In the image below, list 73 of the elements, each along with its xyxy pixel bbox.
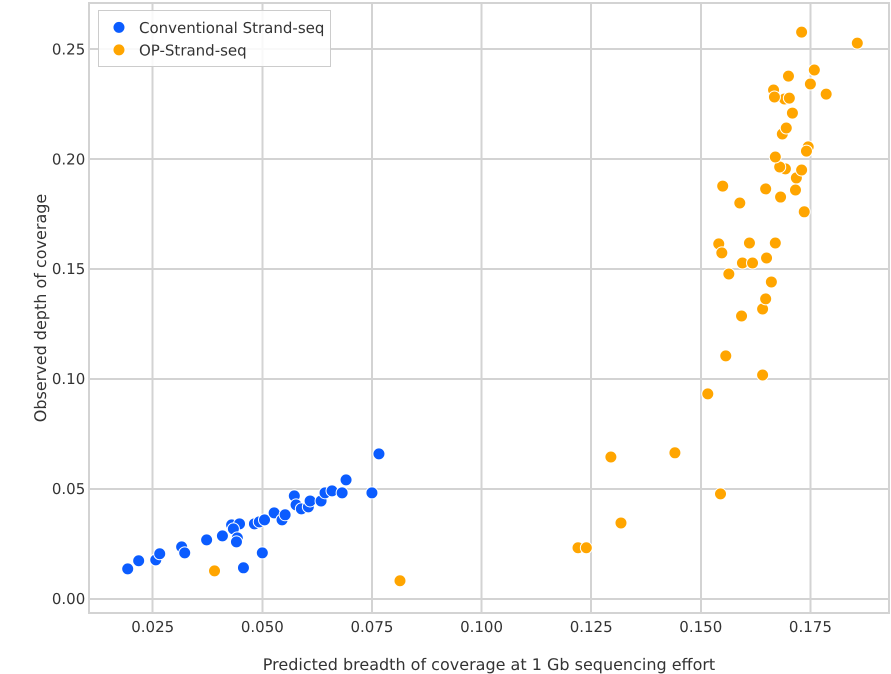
point (714, 487, 728, 500)
point (759, 182, 772, 196)
point (614, 516, 628, 530)
point (153, 547, 166, 560)
point (258, 513, 272, 526)
point (768, 150, 782, 164)
point (780, 122, 793, 135)
point (604, 450, 618, 464)
point (782, 92, 796, 105)
point (121, 562, 134, 576)
legend-label: OP-Strand-seq (138, 42, 247, 60)
x-tick-label: 0.025 (131, 618, 174, 636)
point (795, 164, 808, 177)
point (786, 106, 799, 120)
point (715, 246, 728, 260)
point (393, 574, 406, 588)
point (200, 533, 214, 546)
point (278, 508, 292, 522)
point (759, 292, 772, 306)
point (132, 554, 146, 568)
y-tick-label: 0.00 (52, 590, 86, 608)
point (788, 184, 802, 197)
point (336, 486, 349, 500)
point (580, 541, 593, 554)
y-tick-label: 0.15 (52, 260, 86, 278)
point (668, 446, 682, 460)
point (742, 236, 756, 250)
point (256, 546, 269, 560)
point (774, 190, 788, 204)
y-tick-label: 0.20 (52, 150, 86, 168)
x-tick-label: 0.175 (788, 618, 832, 636)
point (701, 387, 714, 400)
x-tick-label: 0.150 (679, 618, 722, 636)
point (365, 486, 378, 500)
point (372, 447, 386, 460)
point (340, 473, 353, 486)
x-axis-title: Predicted breadth of coverage at 1 Gb sequencing effort (262, 655, 716, 674)
point (795, 26, 808, 39)
point (850, 36, 864, 50)
point (722, 268, 736, 281)
point (208, 564, 222, 578)
point (735, 310, 748, 323)
x-tick-label: 0.050 (240, 618, 284, 636)
point (820, 88, 833, 101)
point (800, 144, 813, 158)
point (804, 78, 817, 91)
point (230, 535, 243, 548)
y-tick-label: 0.25 (52, 40, 86, 58)
point (760, 251, 774, 264)
point (798, 205, 811, 218)
x-tick-label: 0.100 (460, 618, 504, 636)
point (178, 546, 192, 560)
point (782, 70, 795, 83)
point (719, 349, 732, 362)
x-tick-label: 0.075 (350, 618, 394, 636)
point (716, 180, 730, 193)
point (773, 160, 786, 174)
point (216, 529, 229, 542)
point (768, 236, 782, 250)
point (746, 256, 760, 270)
y-tick-label: 0.05 (52, 480, 86, 498)
y-axis-title: Observed depth of coverage (30, 194, 50, 422)
point (756, 302, 770, 316)
point (808, 63, 821, 76)
x-tick-label: 0.125 (570, 618, 613, 636)
y-tick-label: 0.10 (52, 370, 86, 388)
point (304, 494, 317, 508)
point (764, 275, 778, 288)
legend-label: Conventional Strand-seq (138, 19, 324, 38)
point (236, 561, 250, 574)
point (733, 196, 746, 210)
point (756, 368, 770, 382)
point (768, 90, 781, 104)
